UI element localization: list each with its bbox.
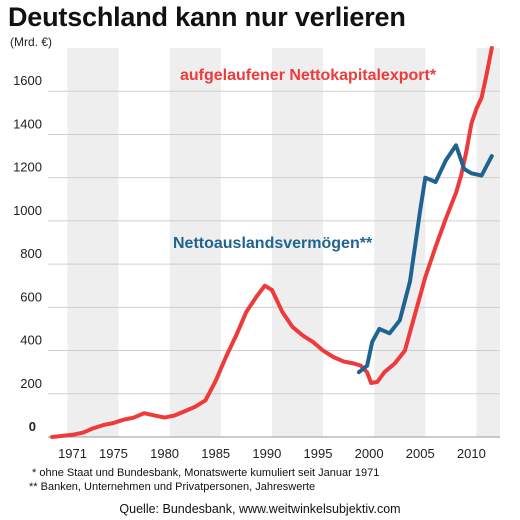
y-tick-label: 1200: [13, 160, 42, 175]
x-tick-label: 1980: [150, 446, 179, 461]
y-tick-label: 600: [20, 289, 42, 304]
background-band: [476, 48, 500, 437]
background-band: [271, 48, 324, 437]
chart-title: Deutschland kann nur verlieren: [8, 2, 406, 32]
y-tick-label: 400: [20, 333, 42, 348]
x-tick-label: 1975: [99, 446, 128, 461]
y-tick-label: 1000: [13, 203, 42, 218]
background-bands: [67, 48, 500, 437]
y-tick-label: 1600: [13, 73, 42, 88]
series-line-nettokapitalexport: [50, 46, 494, 439]
y-unit-label: (Mrd. €): [10, 35, 52, 49]
x-tick-label: 1990: [252, 446, 281, 461]
footnote-2: ** Banken, Unternehmen und Privatpersone…: [29, 481, 316, 493]
y-tick-label: 200: [20, 376, 42, 391]
x-axis-ticks: 1971 1975 1980 1985 1990 1995 2000 2005 2010: [58, 446, 486, 461]
y-tick-label: 1400: [13, 116, 42, 131]
series-label-nettokapitalexport: aufgelaufener Nettokapitalexport*: [180, 67, 437, 84]
source-line: Quelle: Bundesbank, www.weitwinkelsubjek…: [119, 502, 401, 516]
x-tick-label: 1995: [304, 446, 333, 461]
y-tick-label: 0: [29, 419, 36, 434]
y-tick-label: 800: [20, 246, 42, 261]
y-axis-ticks: 0 200 400 600 800 1000 1200 1400 1600: [13, 73, 42, 434]
x-tick-label: 1971: [58, 446, 87, 461]
series-lines: [50, 46, 494, 439]
x-tick-label: 2005: [406, 446, 435, 461]
footnotes: * ohne Staat und Bundesbank, Monatswerte…: [29, 466, 380, 494]
series-line-nettoauslandsvermoegen: [356, 143, 494, 375]
background-band: [169, 48, 221, 437]
x-tick-label: 2000: [355, 446, 384, 461]
x-tick-label: 2010: [457, 446, 486, 461]
footnote-1: * ohne Staat und Bundesbank, Monatswerte…: [32, 467, 380, 479]
series-label-nettoauslandsvermoegen: Nettoauslandsvermögen**: [173, 235, 373, 252]
x-tick-label: 1985: [201, 446, 230, 461]
background-band: [67, 48, 119, 437]
